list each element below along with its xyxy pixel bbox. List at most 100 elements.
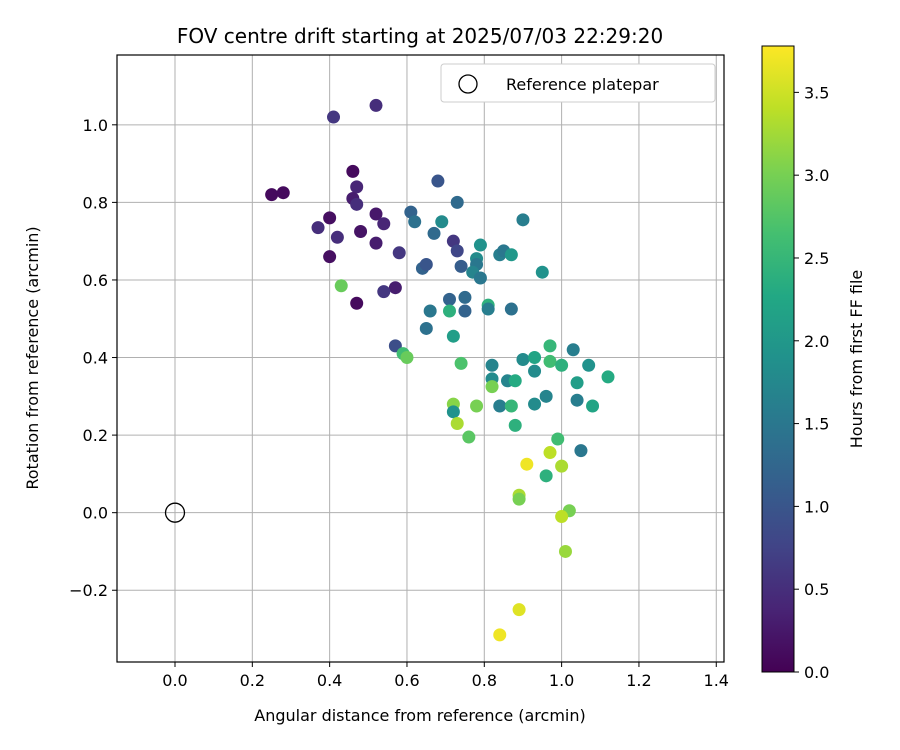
grid-lines xyxy=(117,55,724,662)
data-point xyxy=(435,215,449,229)
x-tick-label: 1.0 xyxy=(549,671,574,690)
y-tick-label: 0.6 xyxy=(83,271,108,290)
data-point xyxy=(458,304,472,318)
data-point xyxy=(555,459,569,473)
y-tick-label: −0.2 xyxy=(69,581,108,600)
plot-frame xyxy=(116,54,725,663)
data-point xyxy=(508,374,522,388)
chart-title: FOV centre drift starting at 2025/07/03 … xyxy=(177,24,663,48)
data-point xyxy=(323,250,337,264)
reference-marker xyxy=(164,502,186,523)
reference-marker-group xyxy=(164,502,186,523)
data-point xyxy=(528,351,542,365)
x-tick-label: 0.8 xyxy=(472,671,497,690)
data-point xyxy=(458,290,472,304)
data-point xyxy=(570,393,584,407)
data-point xyxy=(504,302,518,316)
data-point xyxy=(446,329,460,343)
x-tick-label: 1.4 xyxy=(704,671,729,690)
data-point xyxy=(369,207,383,221)
y-tick-label: 0.4 xyxy=(83,349,108,368)
data-point xyxy=(566,343,580,357)
data-point xyxy=(528,364,542,378)
colorbar-tick-label: 1.5 xyxy=(804,415,829,434)
data-point xyxy=(450,195,464,209)
x-axis: 0.0 0.2 0.4 0.6 0.8 1.0 1.2 1.4 xyxy=(162,662,729,690)
data-point xyxy=(570,376,584,390)
data-point xyxy=(543,354,557,368)
data-point xyxy=(442,292,456,306)
data-point xyxy=(481,302,495,316)
data-point xyxy=(462,430,476,444)
data-point xyxy=(485,380,499,394)
data-point xyxy=(470,399,484,413)
data-point xyxy=(419,321,433,335)
data-point xyxy=(265,188,279,202)
legend-box xyxy=(440,63,716,103)
data-point xyxy=(493,628,507,642)
data-point xyxy=(311,221,325,235)
data-point xyxy=(601,370,615,384)
data-point xyxy=(400,351,414,365)
data-point xyxy=(423,304,437,318)
data-point xyxy=(485,358,499,372)
data-point xyxy=(446,405,460,419)
data-point xyxy=(539,389,553,403)
data-point xyxy=(388,281,402,295)
legend-reference-marker xyxy=(458,74,478,94)
data-point xyxy=(392,246,406,260)
data-point xyxy=(450,416,464,430)
data-point xyxy=(535,265,549,279)
data-point xyxy=(431,174,445,188)
y-axis: −0.2 0.0 0.2 0.4 0.6 0.8 1.0 xyxy=(69,116,117,600)
data-point xyxy=(558,544,572,558)
data-point xyxy=(442,304,456,318)
colorbar-tick-label: 3.0 xyxy=(804,166,829,185)
colorbar-tick-label: 1.0 xyxy=(804,497,829,516)
x-tick-label: 0.0 xyxy=(162,671,187,690)
data-point xyxy=(454,259,468,273)
data-point xyxy=(528,397,542,411)
data-point xyxy=(543,339,557,353)
y-tick-label: 0.8 xyxy=(83,193,108,212)
data-point xyxy=(354,224,368,238)
data-point xyxy=(369,98,383,112)
data-point xyxy=(512,603,526,617)
data-point xyxy=(419,257,433,271)
data-point xyxy=(350,197,364,211)
x-axis-label: Angular distance from reference (arcmin) xyxy=(254,706,585,725)
legend: Reference platepar xyxy=(440,63,716,103)
data-point xyxy=(369,236,383,250)
data-point xyxy=(582,358,596,372)
data-point xyxy=(450,244,464,258)
data-point xyxy=(551,432,565,446)
data-point xyxy=(327,110,341,124)
data-point xyxy=(330,230,344,244)
data-point xyxy=(508,418,522,432)
colorbar-tick-label: 2.0 xyxy=(804,332,829,351)
data-point xyxy=(427,226,441,240)
data-point xyxy=(543,446,557,460)
data-point xyxy=(512,492,526,506)
data-point xyxy=(520,457,534,471)
y-tick-label: 1.0 xyxy=(83,116,108,135)
colorbar xyxy=(761,45,795,673)
data-point xyxy=(516,213,530,227)
data-points xyxy=(265,98,615,642)
data-point xyxy=(276,186,290,200)
data-point xyxy=(586,399,600,413)
data-point xyxy=(504,248,518,262)
data-point xyxy=(574,444,588,458)
data-point xyxy=(473,271,487,285)
data-point xyxy=(323,211,337,225)
data-point xyxy=(539,469,553,483)
colorbar-tick-label: 2.5 xyxy=(804,249,829,268)
data-point xyxy=(377,217,391,231)
colorbar-tick-label: 0.0 xyxy=(804,663,829,682)
data-point xyxy=(516,352,530,366)
x-tick-label: 0.4 xyxy=(317,671,342,690)
colorbar-tick-label: 0.5 xyxy=(804,580,829,599)
data-point xyxy=(493,399,507,413)
y-axis-label: Rotation from reference (arcmin) xyxy=(23,226,42,489)
x-tick-label: 1.2 xyxy=(626,671,651,690)
